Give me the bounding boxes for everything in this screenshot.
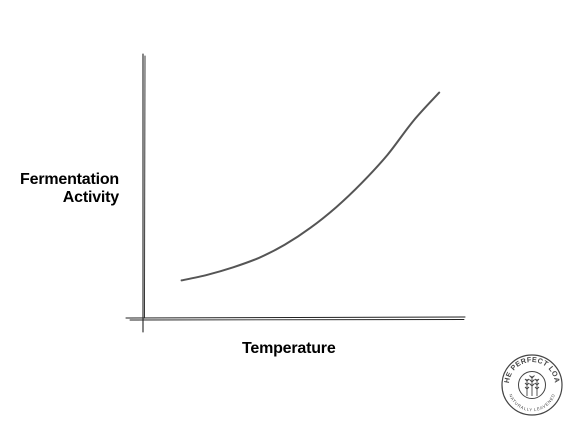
y-axis-line-sketch bbox=[144, 55, 146, 319]
series-line-0 bbox=[180, 91, 441, 282]
perfect-loaf-logo: THE PERFECT LOAF NATURALLY LEAVENED bbox=[501, 354, 563, 416]
x-axis-line-sketch bbox=[129, 319, 465, 321]
logo-inner-ring bbox=[518, 371, 546, 399]
y-axis-label-line-1: Fermentation bbox=[20, 171, 119, 188]
x-axis-line bbox=[125, 316, 466, 319]
axes bbox=[125, 53, 466, 333]
series-layer bbox=[180, 91, 441, 282]
y-axis-label-line-2: Activity bbox=[62, 189, 119, 206]
x-axis-label: Temperature bbox=[242, 340, 336, 357]
y-axis-label: Fermentation Activity bbox=[20, 171, 119, 207]
wheat-icon bbox=[524, 375, 540, 396]
logo-outer-ring bbox=[501, 354, 563, 416]
logo-top-text: THE PERFECT LOAF bbox=[501, 354, 562, 384]
